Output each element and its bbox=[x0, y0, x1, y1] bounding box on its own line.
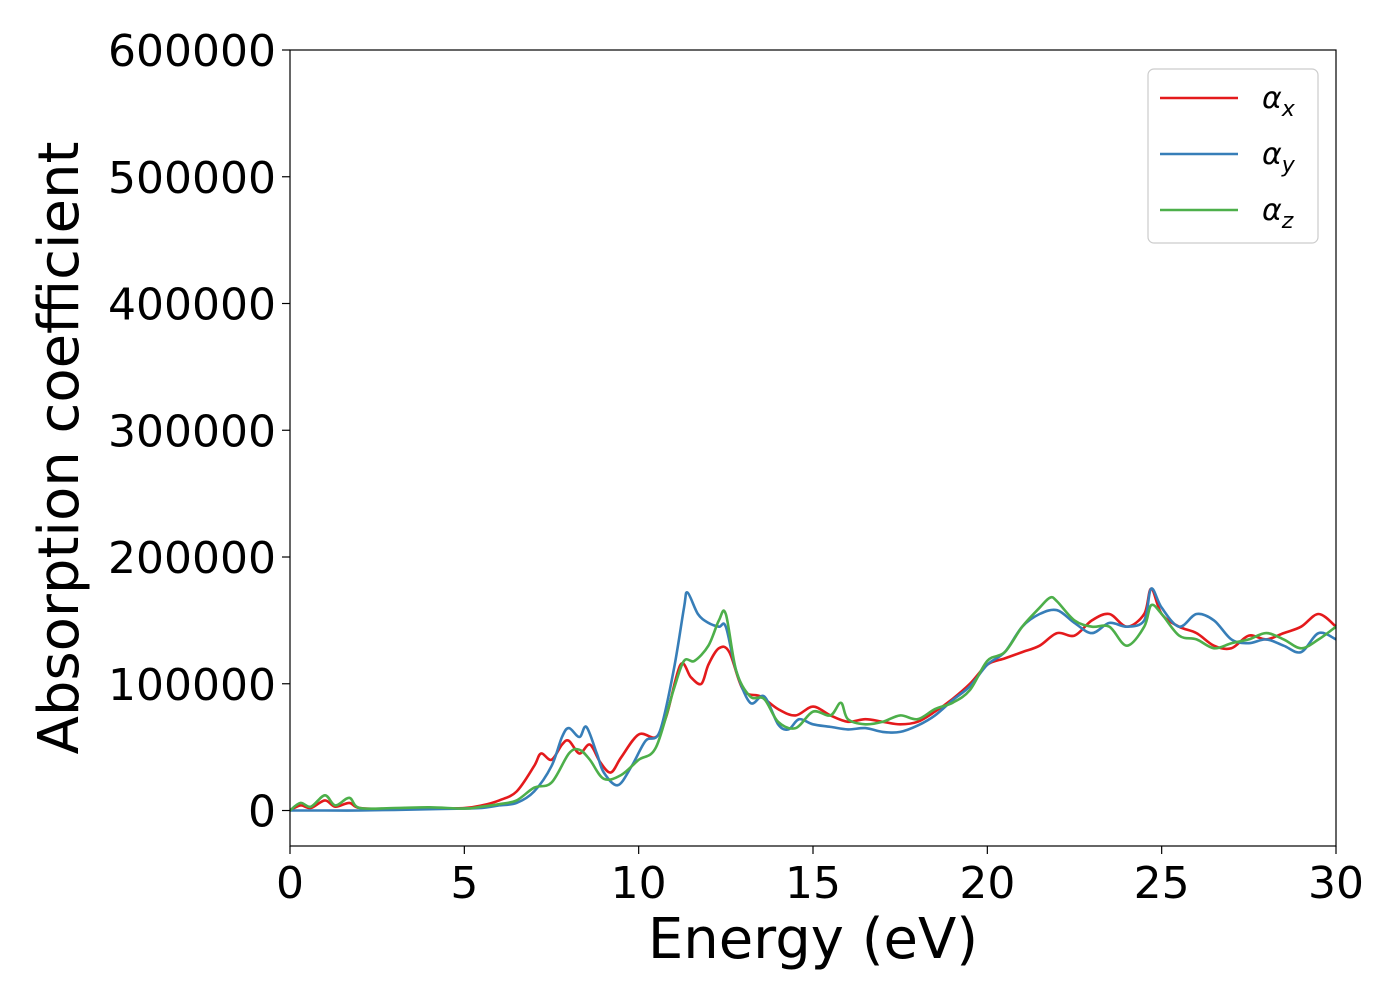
y-tick-label: 500000 bbox=[108, 153, 276, 204]
series-layer bbox=[289, 587, 1337, 812]
x-tick-label: 20 bbox=[959, 858, 1015, 909]
series-line-x bbox=[289, 587, 1337, 812]
legend-label-symbol: α bbox=[1262, 193, 1282, 228]
x-tick-label: 10 bbox=[611, 858, 667, 909]
legend-label-z: αz bbox=[1262, 193, 1294, 234]
legend-label-subscript: z bbox=[1281, 209, 1294, 234]
x-tick-label: 25 bbox=[1134, 858, 1190, 909]
y-tick-label: 100000 bbox=[108, 660, 276, 711]
legend-box bbox=[1147, 68, 1319, 244]
x-tick-label: 30 bbox=[1308, 858, 1364, 909]
y-tick-label: 300000 bbox=[108, 406, 276, 457]
x-tick-label: 0 bbox=[276, 858, 304, 909]
y-axis-label: Absorption coefficient bbox=[27, 142, 92, 755]
series-line-z bbox=[289, 595, 1337, 812]
legend-label-subscript: y bbox=[1281, 153, 1296, 178]
series-line-y bbox=[289, 587, 1337, 812]
legend-label-subscript: x bbox=[1281, 97, 1296, 122]
y-tick-label: 200000 bbox=[108, 533, 276, 584]
y-axis-ticks: 0 100000 200000 300000 400000 500000 600000 bbox=[108, 26, 290, 838]
y-tick-label: 600000 bbox=[108, 26, 276, 77]
legend-label-symbol: α bbox=[1262, 81, 1282, 116]
y-tick-label: 400000 bbox=[108, 280, 276, 331]
x-axis-label: Energy (eV) bbox=[648, 907, 978, 972]
legend-label-y: αy bbox=[1262, 137, 1296, 178]
x-tick-label: 15 bbox=[785, 858, 841, 909]
plot-frame bbox=[289, 49, 1337, 847]
y-tick-label: 0 bbox=[248, 787, 276, 838]
x-tick-label: 5 bbox=[450, 858, 478, 909]
legend-label-symbol: α bbox=[1262, 137, 1282, 172]
x-axis-ticks: 0 5 10 15 20 25 30 bbox=[276, 846, 1364, 909]
legend-label-x: αx bbox=[1262, 81, 1296, 122]
